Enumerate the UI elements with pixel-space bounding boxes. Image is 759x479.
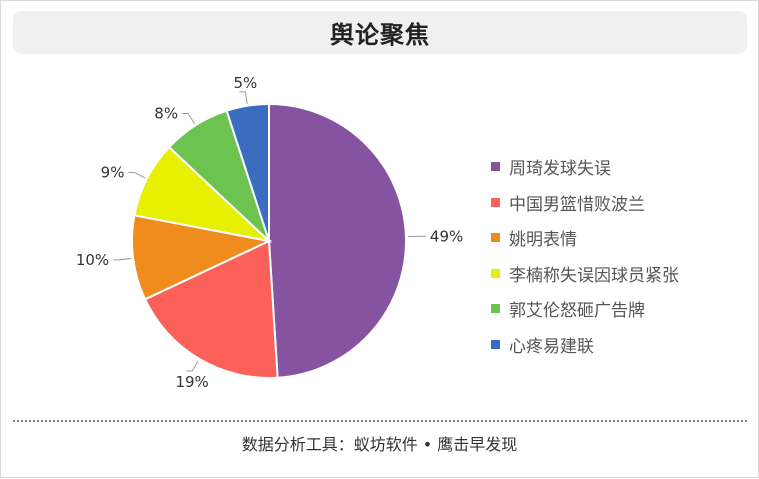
legend-item-4: 郭艾伦怒砸广告牌 bbox=[491, 291, 731, 327]
legend-item-2: 姚明表情 bbox=[491, 220, 731, 256]
pie-slice-0 bbox=[269, 104, 406, 378]
legend-label: 心疼易建联 bbox=[509, 332, 594, 357]
leader-line-5 bbox=[239, 92, 247, 104]
data-label-4: 8% bbox=[154, 105, 178, 123]
legend-label: 李楠称失误因球员紧张 bbox=[509, 261, 679, 286]
data-label-1: 19% bbox=[175, 373, 208, 391]
legend-swatch bbox=[491, 269, 500, 278]
data-label-2: 10% bbox=[76, 251, 109, 269]
legend-item-1: 中国男篮惜败波兰 bbox=[491, 185, 731, 221]
legend-swatch bbox=[491, 340, 500, 349]
legend-swatch bbox=[491, 304, 500, 313]
footer-divider bbox=[13, 420, 747, 422]
legend-item-0: 周琦发球失误 bbox=[491, 149, 731, 185]
data-label-5: 5% bbox=[233, 74, 257, 92]
leader-line-4 bbox=[182, 114, 194, 124]
legend-swatch bbox=[491, 198, 500, 207]
legend-item-5: 心疼易建联 bbox=[491, 327, 731, 363]
legend-label: 郭艾伦怒砸广告牌 bbox=[509, 296, 645, 321]
leader-line-3 bbox=[128, 172, 145, 177]
chart-legend: 周琦发球失误中国男篮惜败波兰姚明表情李楠称失误因球员紧张郭艾伦怒砸广告牌心疼易建… bbox=[491, 149, 731, 362]
legend-item-3: 李楠称失误因球员紧张 bbox=[491, 256, 731, 292]
legend-label: 姚明表情 bbox=[509, 225, 577, 250]
data-label-0: 49% bbox=[430, 227, 463, 245]
legend-label: 周琦发球失误 bbox=[509, 154, 611, 179]
leader-line-2 bbox=[113, 258, 131, 260]
data-label-3: 9% bbox=[101, 163, 125, 181]
legend-swatch bbox=[491, 162, 500, 171]
legend-swatch bbox=[491, 233, 500, 242]
legend-label: 中国男篮惜败波兰 bbox=[509, 190, 645, 215]
footer-credit: 数据分析工具：蚁坊软件 • 鹰击早发现 bbox=[1, 431, 758, 455]
leader-line-1 bbox=[186, 361, 198, 371]
